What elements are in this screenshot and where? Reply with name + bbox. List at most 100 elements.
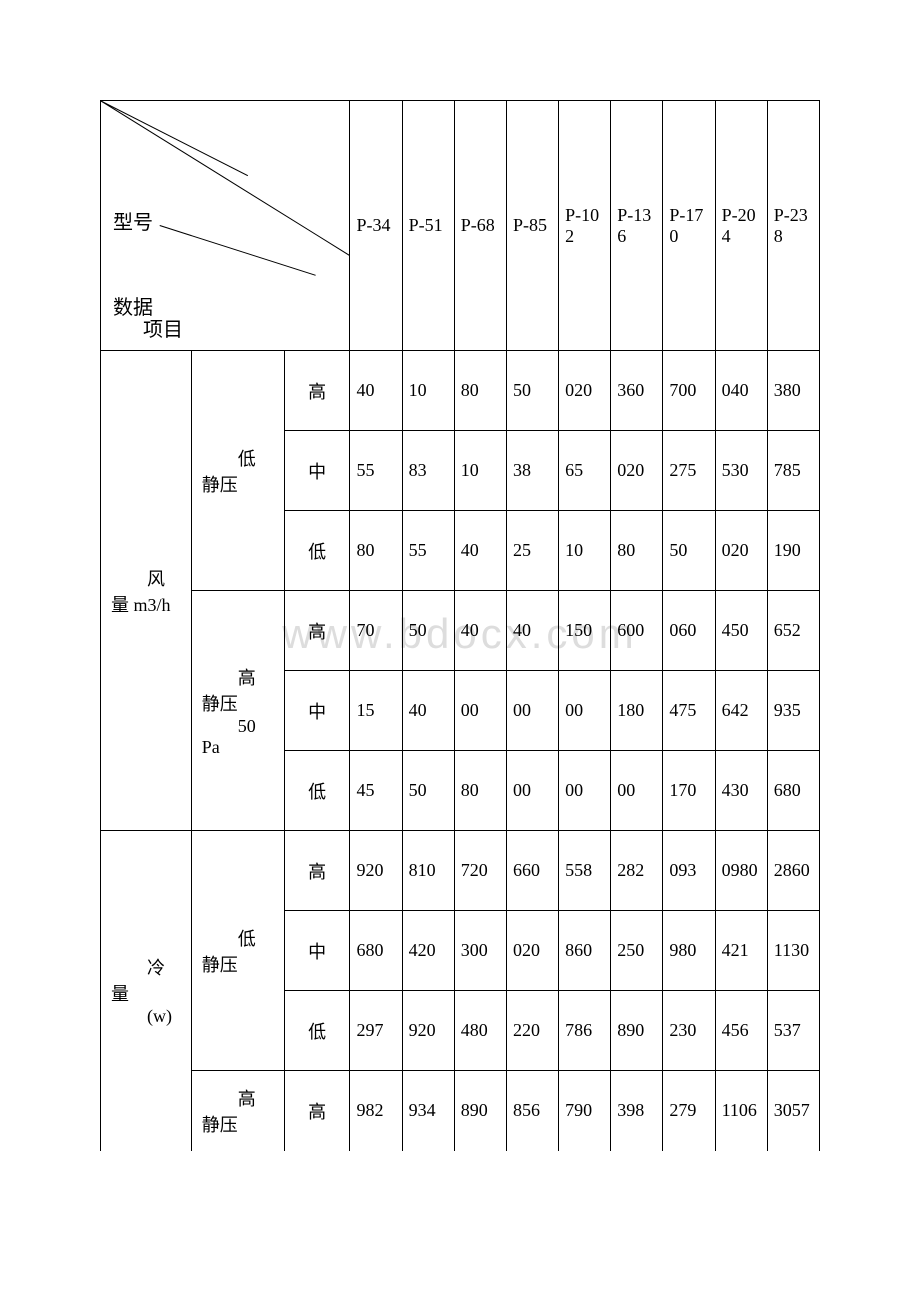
cell: 40 bbox=[350, 351, 402, 431]
pressure-high: 高 静压 50 Pa bbox=[191, 591, 284, 831]
cell: 1130 bbox=[767, 911, 819, 991]
cell: 00 bbox=[506, 751, 558, 831]
cell: 786 bbox=[559, 991, 611, 1071]
cell: 2860 bbox=[767, 831, 819, 911]
cell: 680 bbox=[350, 911, 402, 991]
cell: 70 bbox=[350, 591, 402, 671]
cell: 020 bbox=[715, 511, 767, 591]
cell: 020 bbox=[559, 351, 611, 431]
cell: 450 bbox=[715, 591, 767, 671]
cell: 060 bbox=[663, 591, 715, 671]
cell: 935 bbox=[767, 671, 819, 751]
level-high: 高 bbox=[284, 351, 350, 431]
cell: 420 bbox=[402, 911, 454, 991]
cell: 982 bbox=[350, 1071, 402, 1151]
cell: 150 bbox=[559, 591, 611, 671]
cell: 220 bbox=[506, 991, 558, 1071]
header-row: 型号 数据 项目 P-34 P-51 P-68 P-85 P-102 P-136… bbox=[101, 101, 820, 351]
cell: 80 bbox=[454, 751, 506, 831]
cell: 680 bbox=[767, 751, 819, 831]
model-col-1: P-51 bbox=[402, 101, 454, 351]
table-row: 高 静压 50 Pa 高 70 50 40 40 150 600 060 450… bbox=[101, 591, 820, 671]
cell: 83 bbox=[402, 431, 454, 511]
model-col-0: P-34 bbox=[350, 101, 402, 351]
cell: 660 bbox=[506, 831, 558, 911]
level-mid: 中 bbox=[284, 431, 350, 511]
spec-table: 型号 数据 项目 P-34 P-51 P-68 P-85 P-102 P-136… bbox=[100, 100, 820, 1151]
cell: 934 bbox=[402, 1071, 454, 1151]
model-col-2: P-68 bbox=[454, 101, 506, 351]
cell: 537 bbox=[767, 991, 819, 1071]
cell: 652 bbox=[767, 591, 819, 671]
cell: 700 bbox=[663, 351, 715, 431]
category-cooling: 冷 量 (w) bbox=[101, 831, 192, 1151]
cell: 300 bbox=[454, 911, 506, 991]
cell: 40 bbox=[402, 671, 454, 751]
cell: 40 bbox=[454, 591, 506, 671]
cell: 0980 bbox=[715, 831, 767, 911]
cell: 50 bbox=[402, 751, 454, 831]
level-mid: 中 bbox=[284, 671, 350, 751]
cell: 475 bbox=[663, 671, 715, 751]
cell: 40 bbox=[506, 591, 558, 671]
model-col-3: P-85 bbox=[506, 101, 558, 351]
cell: 55 bbox=[402, 511, 454, 591]
cell: 360 bbox=[611, 351, 663, 431]
cell: 65 bbox=[559, 431, 611, 511]
cell: 230 bbox=[663, 991, 715, 1071]
category-airflow: 风 量 m3/h bbox=[101, 351, 192, 831]
cell: 00 bbox=[611, 751, 663, 831]
cell: 10 bbox=[559, 511, 611, 591]
cell: 50 bbox=[506, 351, 558, 431]
pressure-high-cooling: 高 静压 bbox=[191, 1071, 284, 1151]
pressure-low-cooling: 低 静压 bbox=[191, 831, 284, 1071]
model-col-7: P-204 bbox=[715, 101, 767, 351]
cell: 856 bbox=[506, 1071, 558, 1151]
cell: 480 bbox=[454, 991, 506, 1071]
cell: 093 bbox=[663, 831, 715, 911]
model-col-4: P-102 bbox=[559, 101, 611, 351]
cell: 80 bbox=[454, 351, 506, 431]
level-low: 低 bbox=[284, 991, 350, 1071]
cell: 785 bbox=[767, 431, 819, 511]
cell: 642 bbox=[715, 671, 767, 751]
level-high: 高 bbox=[284, 1071, 350, 1151]
level-low: 低 bbox=[284, 511, 350, 591]
cell: 020 bbox=[611, 431, 663, 511]
cell: 10 bbox=[402, 351, 454, 431]
table-row: 高 静压 高 982 934 890 856 790 398 279 1106 … bbox=[101, 1071, 820, 1151]
cell: 020 bbox=[506, 911, 558, 991]
level-high: 高 bbox=[284, 591, 350, 671]
cell: 890 bbox=[454, 1071, 506, 1151]
cell: 50 bbox=[402, 591, 454, 671]
cell: 282 bbox=[611, 831, 663, 911]
cell: 860 bbox=[559, 911, 611, 991]
cell: 38 bbox=[506, 431, 558, 511]
diagonal-header-cell: 型号 数据 项目 bbox=[101, 101, 350, 351]
cell: 25 bbox=[506, 511, 558, 591]
table-row: 冷 量 (w) 低 静压 高 920 810 720 660 558 282 0… bbox=[101, 831, 820, 911]
cell: 430 bbox=[715, 751, 767, 831]
level-high: 高 bbox=[284, 831, 350, 911]
model-col-5: P-136 bbox=[611, 101, 663, 351]
cell: 80 bbox=[611, 511, 663, 591]
cell: 45 bbox=[350, 751, 402, 831]
cell: 180 bbox=[611, 671, 663, 751]
cell: 190 bbox=[767, 511, 819, 591]
cell: 00 bbox=[506, 671, 558, 751]
cell: 275 bbox=[663, 431, 715, 511]
pressure-low: 低 静压 bbox=[191, 351, 284, 591]
model-col-8: P-238 bbox=[767, 101, 819, 351]
cell: 170 bbox=[663, 751, 715, 831]
header-model-label: 型号 bbox=[113, 206, 153, 235]
cell: 720 bbox=[454, 831, 506, 911]
cell: 380 bbox=[767, 351, 819, 431]
cell: 3057 bbox=[767, 1071, 819, 1151]
cell: 10 bbox=[454, 431, 506, 511]
cell: 15 bbox=[350, 671, 402, 751]
cell: 55 bbox=[350, 431, 402, 511]
cell: 920 bbox=[350, 831, 402, 911]
header-item-label: 项目 bbox=[143, 313, 183, 342]
cell: 297 bbox=[350, 991, 402, 1071]
level-low: 低 bbox=[284, 751, 350, 831]
